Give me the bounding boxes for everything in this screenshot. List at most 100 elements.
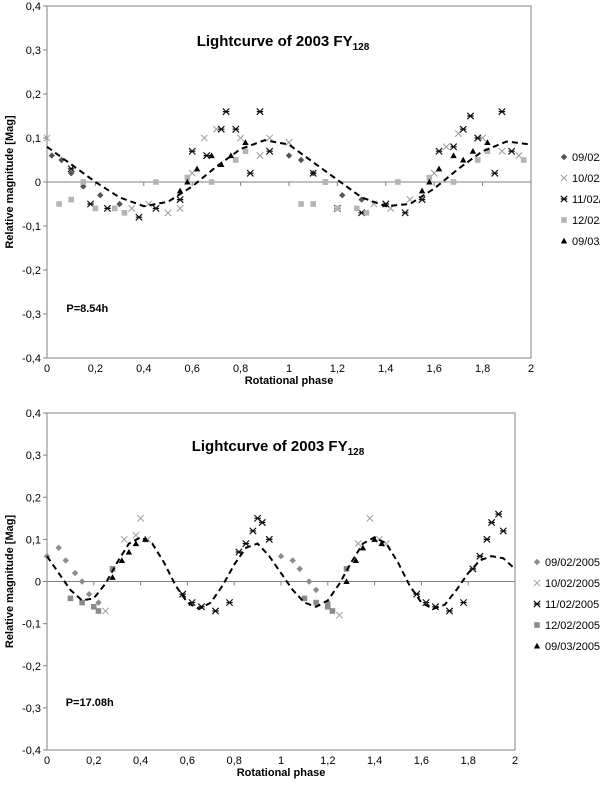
legend-entry: 11/02/2005: [560, 194, 600, 206]
lightcurve-chart-8-54h: 0,4 0,3 0,2 0,1 0 -0,1 -0,2 -0,3 -0,4 0 0,2 0,4 0,6 0…: [4, 1, 600, 387]
data-point: [95, 599, 102, 606]
data-point: [363, 210, 370, 216]
y-tick-label: 0,1: [26, 133, 41, 145]
data-point: [193, 165, 201, 172]
data-point: [164, 209, 172, 217]
data-point: [137, 514, 145, 522]
data-point: [297, 156, 305, 164]
data-point: [103, 204, 112, 213]
y-axis-label: Relative magnitude [Mag]: [4, 115, 16, 249]
y-tick-label: 0: [35, 177, 41, 189]
legend-marker: [534, 622, 540, 628]
series-12-02-2005: [67, 566, 350, 614]
data-point: [68, 196, 74, 203]
legend-label: 09/03/2005: [572, 236, 600, 248]
data-point: [312, 586, 320, 594]
data-point: [474, 134, 482, 142]
data-point: [67, 595, 74, 602]
data-point: [449, 143, 458, 151]
data-point: [58, 156, 65, 164]
y-tick-label: -0,3: [22, 703, 41, 715]
data-point: [188, 147, 196, 155]
data-point: [483, 535, 491, 543]
y-tick-label: -0,1: [22, 221, 41, 233]
chart-title-main: Lightcurve of 2003 FY: [197, 33, 353, 50]
data-point: [78, 578, 86, 585]
fit-curve: [46, 139, 532, 208]
x-tick-label: 0,8: [227, 755, 242, 767]
x-axis-label: Rotational phase: [237, 767, 326, 779]
data-point: [132, 531, 140, 539]
legend-entry: 10/02/2005: [560, 173, 600, 185]
data-point: [68, 170, 75, 177]
data-point: [277, 553, 285, 560]
x-tick-label: 1: [278, 755, 284, 767]
data-point: [498, 107, 506, 116]
data-point: [211, 607, 220, 615]
data-point: [97, 192, 104, 199]
data-point: [343, 578, 350, 585]
legend-entry: 09/02/2005: [533, 557, 600, 569]
x-tick-label: 1,8: [475, 363, 490, 375]
data-point: [334, 205, 341, 212]
x-tick-label: 0,6: [185, 363, 200, 375]
data-point: [301, 595, 308, 602]
x-tick-label: 1: [286, 363, 292, 375]
data-point: [258, 518, 266, 527]
series-09-03-2005: [176, 139, 491, 194]
data-point: [484, 148, 491, 154]
data-point: [426, 178, 433, 185]
data-point: [474, 157, 481, 163]
series-09-02-2005: [43, 544, 331, 606]
y-tick-label: 0,4: [26, 408, 41, 420]
data-point: [256, 152, 264, 160]
data-point: [184, 178, 191, 185]
data-point: [309, 169, 317, 177]
data-point: [246, 169, 254, 177]
legend-label: 12/02/2005: [545, 620, 600, 632]
chart-title: Lightcurve of 2003 FY128: [197, 33, 370, 53]
data-point: [460, 156, 467, 163]
x-tick-label: 1,2: [330, 363, 345, 375]
data-point: [121, 210, 128, 216]
y-tick-label: 0,4: [26, 1, 41, 13]
data-point: [208, 152, 215, 159]
x-tick-label: 0: [44, 755, 50, 767]
data-point: [499, 527, 507, 535]
chart-title: Lightcurve of 2003 FY128: [192, 438, 365, 458]
legend-marker: [533, 558, 541, 566]
data-point: [153, 179, 159, 185]
y-tick-label: 0,3: [26, 45, 41, 57]
x-tick-label: 1,6: [414, 755, 429, 767]
data-point: [256, 107, 264, 116]
x-tick-label: 0,8: [233, 363, 248, 375]
fit-curve: [46, 536, 516, 611]
legend-label: 11/02/2005: [545, 599, 599, 611]
data-point: [135, 213, 143, 221]
data-point: [232, 125, 240, 133]
data-point: [132, 540, 140, 547]
legend-marker: [533, 642, 541, 649]
data-point: [353, 205, 360, 212]
data-point: [56, 201, 62, 207]
chart-title-main: Lightcurve of 2003 FY: [192, 438, 348, 455]
data-point: [111, 205, 118, 212]
legend-marker: [560, 153, 568, 161]
data-point: [266, 134, 274, 142]
data-point: [120, 535, 128, 543]
data-point: [520, 157, 527, 163]
legend-entry: 09/03/2005: [560, 236, 600, 248]
x-tick-label: 1,4: [367, 755, 382, 767]
data-point: [225, 598, 234, 607]
legend-label: 10/02/2005: [572, 173, 600, 185]
data-point: [450, 152, 457, 159]
y-tick-label: -0,3: [22, 309, 41, 321]
data-point: [466, 112, 475, 120]
x-tick-label: 0,4: [133, 755, 148, 767]
data-point: [289, 557, 296, 564]
data-point: [325, 603, 331, 610]
data-point: [459, 598, 468, 607]
y-tick-label: 0,3: [26, 450, 41, 462]
chart-canvas: 0,40,30,20,10-0,1-0,2-0,3-0,40 0,2 0,4 0,6 0…: [4, 1, 600, 387]
chart-canvas: 0,40,30,20,10-0,1-0,2-0,3-0,40 0,2 0,4 0,6 0…: [4, 408, 600, 779]
